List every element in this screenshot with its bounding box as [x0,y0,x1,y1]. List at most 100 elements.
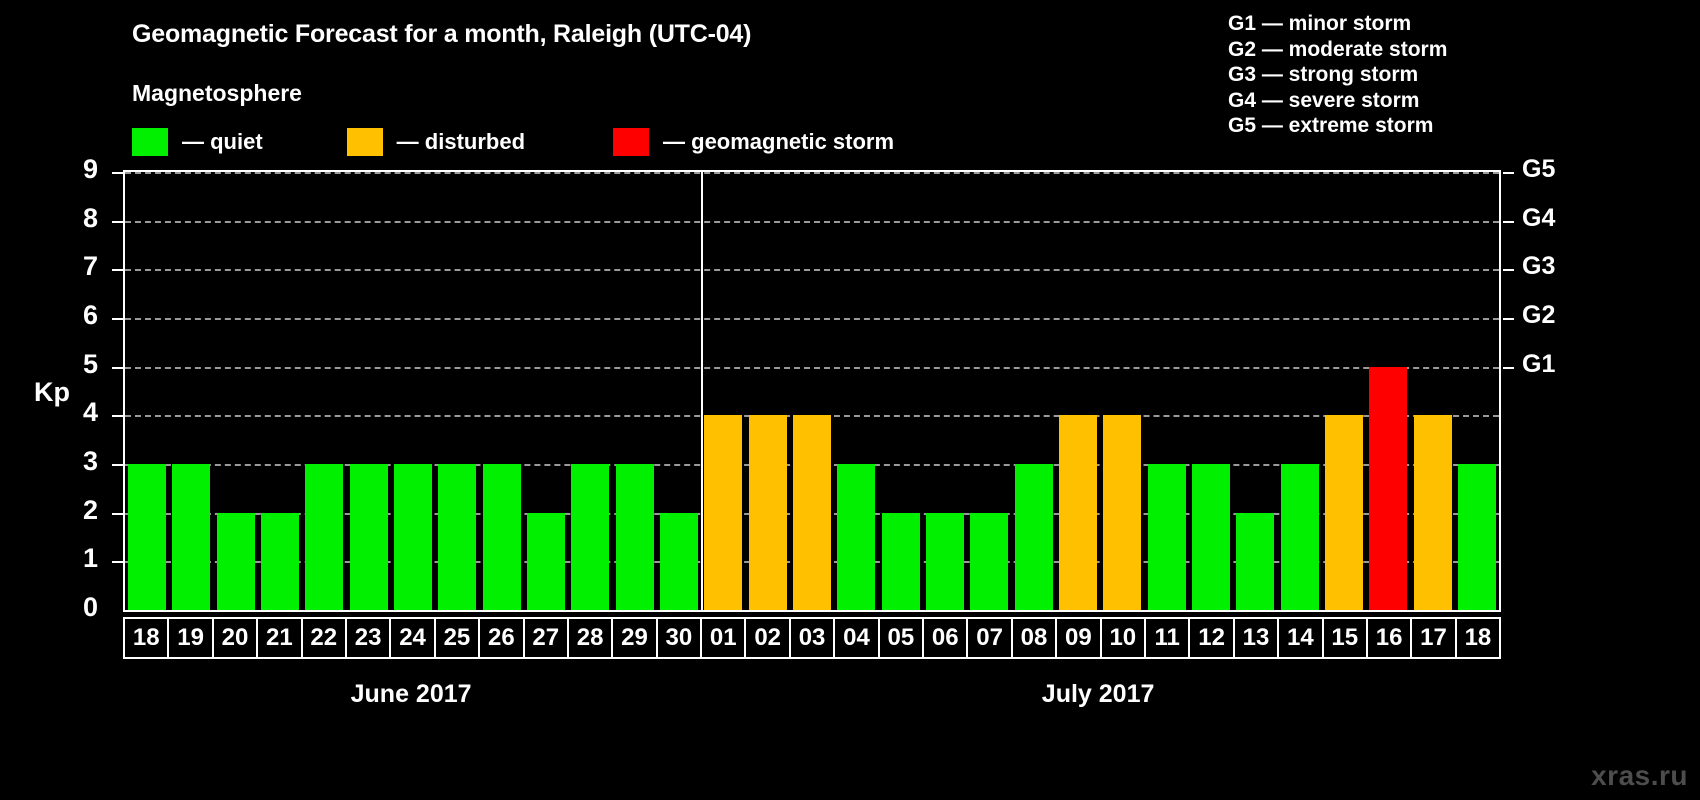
month-caption-first: June 2017 [350,680,472,708]
red-square-icon [613,128,650,156]
gridline-kp-8 [125,220,1499,223]
bar-day-04[interactable] [837,464,876,610]
month-caption-second: July 2017 [1041,680,1155,708]
legend-label-storm: — geomagnetic storm [663,129,895,154]
legend-item-disturbed: — disturbed [346,128,525,156]
day-label-05[interactable]: 05 [877,617,925,659]
bar-day-08[interactable] [1014,464,1053,610]
gridline-kp-9 [125,172,1499,174]
g-scale-line-g5: G5 — extreme storm [1228,114,1434,137]
bar-day-28[interactable] [571,464,610,610]
bar-day-18[interactable] [1458,464,1496,610]
day-label-08[interactable]: 08 [1010,617,1058,659]
day-label-06[interactable]: 06 [922,617,969,659]
day-label-13[interactable]: 13 [1232,617,1280,659]
y-axis-tick-label-8: 8 [82,202,98,233]
g-axis-label-g3: G3 [1522,252,1556,281]
bar-slot [1366,172,1410,610]
day-label-20[interactable]: 20 [211,617,259,659]
bar-day-20[interactable] [216,512,255,610]
day-label-30[interactable]: 30 [655,617,703,659]
bar-day-03[interactable] [793,415,832,610]
bar-slot [169,172,213,610]
bar-day-12[interactable] [1192,464,1231,610]
bar-day-25[interactable] [438,464,477,610]
day-label-02[interactable]: 02 [744,617,791,659]
day-label-26[interactable]: 26 [478,617,525,659]
day-label-25[interactable]: 25 [433,617,481,659]
legend-item-storm: — geomagnetic storm [613,128,894,156]
bar-day-11[interactable] [1147,464,1186,610]
legend-label-quiet: — quiet [182,129,263,154]
day-label-04[interactable]: 04 [833,617,880,659]
g-scale-line-g2: G2 — moderate storm [1228,37,1448,61]
bar-day-10[interactable] [1103,415,1142,610]
bar-day-22[interactable] [305,464,344,610]
bar-day-01[interactable] [704,415,743,610]
bar-day-29[interactable] [615,464,654,610]
day-label-27[interactable]: 27 [522,617,569,659]
bar-day-27[interactable] [527,512,566,610]
day-label-23[interactable]: 23 [344,617,392,659]
day-label-15[interactable]: 15 [1321,617,1368,659]
bar-day-24[interactable] [394,464,433,610]
plot-area [123,170,1501,612]
day-label-21[interactable]: 21 [256,617,303,659]
bar-slot [1056,172,1100,610]
bar-day-30[interactable] [660,512,699,610]
bar-slot [746,172,790,610]
day-label-18[interactable]: 18 [1454,617,1502,659]
day-label-22[interactable]: 22 [300,617,347,659]
magnetosphere-label: Magnetosphere [132,80,302,106]
bar-slot [568,172,612,610]
day-label-28[interactable]: 28 [566,617,614,659]
bar-day-17[interactable] [1413,415,1452,610]
day-label-24[interactable]: 24 [389,617,436,659]
bar-day-09[interactable] [1059,415,1098,610]
y-axis-tick-8 [112,220,123,223]
month-divider [701,172,704,610]
day-label-14[interactable]: 14 [1277,617,1324,659]
bar-day-13[interactable] [1236,512,1275,610]
bar-day-06[interactable] [926,512,965,610]
green-square-icon [132,128,168,156]
bar-day-23[interactable] [349,464,388,610]
gridline-kp-5 [125,366,1499,369]
bar-day-02[interactable] [748,415,787,610]
bar-day-26[interactable] [482,464,521,610]
day-label-09[interactable]: 09 [1055,617,1102,659]
day-label-10[interactable]: 10 [1099,617,1146,659]
bar-day-18[interactable] [128,464,167,610]
day-label-19[interactable]: 19 [167,617,214,659]
day-label-03[interactable]: 03 [788,617,836,659]
bar-day-15[interactable] [1325,415,1364,610]
bar-slot [834,172,878,610]
bar-day-21[interactable] [261,512,300,610]
watermark: xras.ru [1591,760,1688,791]
y-axis-tick-7 [112,269,123,272]
day-label-16[interactable]: 16 [1365,617,1413,659]
y-axis-tick-label-0: 0 [82,592,98,622]
day-label-11[interactable]: 11 [1143,617,1191,659]
bar-slot [214,172,258,610]
day-label-17[interactable]: 17 [1410,617,1457,659]
day-label-18[interactable]: 18 [123,617,170,659]
day-label-29[interactable]: 29 [611,617,658,659]
y-axis-tick-label-9: 9 [82,154,98,184]
g-axis-label-g5: G5 [1522,155,1556,183]
day-axis: 18 19 20 21 22 23 24 25 26 27 28 29 30 01 02 03 04 05 06 07… [123,617,1502,659]
g-axis-label-g2: G2 [1522,301,1556,329]
bar-day-07[interactable] [970,512,1009,610]
bar-slot [1455,172,1499,610]
day-label-12[interactable]: 12 [1188,617,1235,659]
bar-slot [613,172,657,610]
g-scale-line-g4: G4 — severe storm [1228,88,1420,112]
bar-day-16[interactable] [1369,366,1408,610]
day-label-07[interactable]: 07 [966,617,1013,659]
bar-day-19[interactable] [172,464,211,610]
bar-day-14[interactable] [1280,464,1319,610]
g-axis-tick-g4 [1503,220,1514,223]
bar-day-05[interactable] [881,512,920,610]
day-label-01[interactable]: 01 [700,617,747,659]
bar-slot [1278,172,1322,610]
